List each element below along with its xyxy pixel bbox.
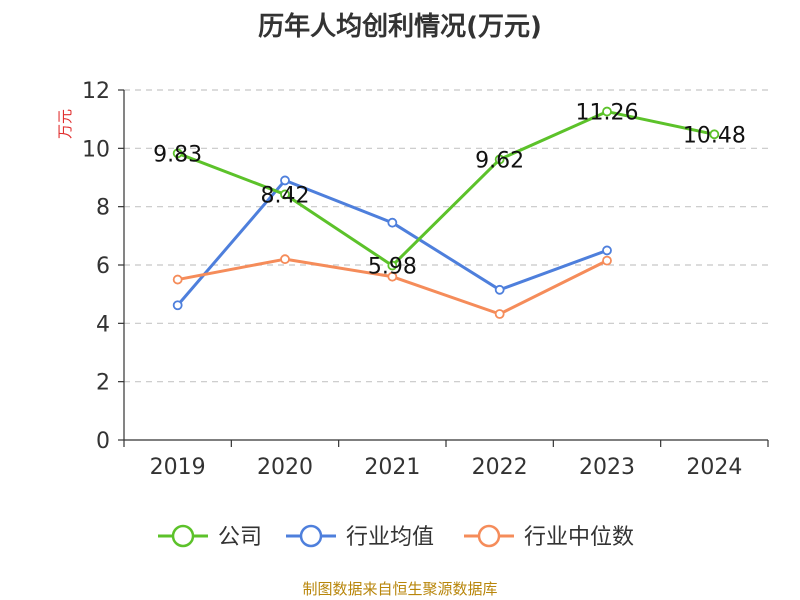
data-label: 9.83 <box>153 142 202 167</box>
grid-lines <box>124 89 768 383</box>
y-tick-label: 8 <box>96 196 110 221</box>
data-point <box>602 106 612 117</box>
x-tick-label: 2024 <box>686 455 742 480</box>
y-tick-label: 2 <box>96 371 110 396</box>
data-point <box>709 129 720 140</box>
y-tick-labels: 0 2 4 6 8 10 12 <box>82 79 110 454</box>
data-point <box>602 255 612 266</box>
chart-title: 历年人均创利情况(万元) <box>258 12 542 42</box>
x-tick-label: 2022 <box>472 455 528 480</box>
legend: 公司 行业均值 行业中位数 <box>158 524 634 550</box>
data-point <box>602 245 612 256</box>
series-points <box>172 106 720 319</box>
y-tick-label: 0 <box>96 429 110 454</box>
legend-marker <box>171 524 195 548</box>
series-lines <box>176 110 715 316</box>
data-point <box>494 154 505 165</box>
data-point <box>494 309 505 319</box>
x-tick-labels: 2019 2020 2021 2022 2023 2024 <box>150 455 743 480</box>
legend-marker <box>477 524 501 548</box>
legend-marker <box>299 524 323 548</box>
data-label: 5.98 <box>368 255 417 280</box>
data-label: 10.48 <box>683 123 746 148</box>
data-point <box>280 189 290 200</box>
legend-label: 行业中位数 <box>524 525 634 550</box>
y-tick-label: 10 <box>82 137 110 162</box>
data-label: 9.62 <box>475 148 524 173</box>
data-point <box>280 175 290 186</box>
data-point <box>387 271 398 282</box>
data-point <box>172 148 183 159</box>
x-tick-label: 2020 <box>257 455 313 480</box>
legend-label: 公司 <box>218 525 262 550</box>
legend-item[interactable]: 公司 <box>158 524 262 550</box>
data-point <box>494 284 505 295</box>
series-line-0 <box>177 110 715 268</box>
data-point <box>172 274 183 285</box>
source-note: 制图数据来自恒生聚源数据库 <box>302 580 498 598</box>
data-point <box>387 260 398 271</box>
data-point <box>172 300 183 311</box>
y-axis-label: 万元 <box>56 109 74 139</box>
data-point <box>387 217 398 228</box>
data-point <box>280 254 290 265</box>
legend-item[interactable]: 行业中位数 <box>464 524 634 550</box>
data-label: 8.42 <box>261 183 310 208</box>
data-labels: 9.83 8.42 5.98 9.62 11.26 10.48 <box>153 101 746 280</box>
x-tick-label: 2023 <box>579 455 635 480</box>
y-tick-label: 6 <box>96 254 110 279</box>
y-tick-label: 12 <box>82 79 110 104</box>
legend-label: 行业均值 <box>346 525 434 550</box>
legend-item[interactable]: 行业均值 <box>286 524 434 550</box>
axes <box>118 89 769 447</box>
series-line-1 <box>176 178 608 307</box>
data-label: 11.26 <box>576 101 639 126</box>
x-tick-label: 2019 <box>150 455 206 480</box>
y-tick-label: 4 <box>96 312 110 337</box>
x-tick-label: 2021 <box>364 455 420 480</box>
